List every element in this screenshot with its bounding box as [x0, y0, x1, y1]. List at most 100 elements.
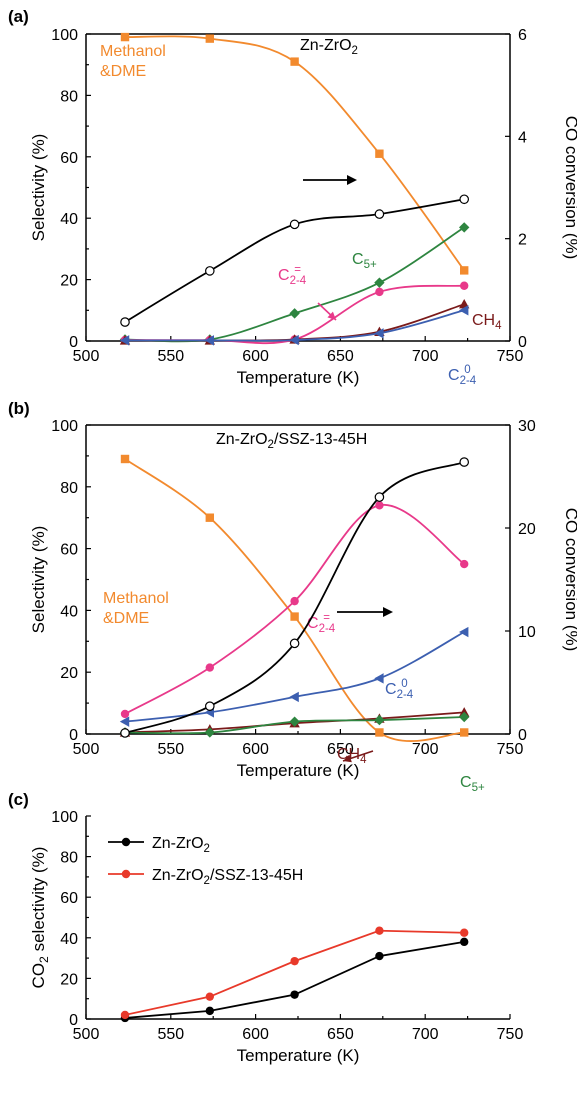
- y2-tick-label: 10: [518, 624, 536, 641]
- data-point: [460, 928, 469, 937]
- y-tick-label: 80: [60, 88, 78, 105]
- data-point: [375, 149, 384, 158]
- series-c24ene: [120, 501, 469, 719]
- series-label-part: 0: [464, 364, 470, 376]
- y-tick-label: 40: [60, 931, 78, 948]
- data-point: [289, 308, 300, 319]
- series-label: C2-40: [448, 364, 477, 386]
- x-tick-label: 500: [73, 1026, 100, 1043]
- x-tick-label: 700: [412, 741, 439, 758]
- series-line: [124, 35, 465, 271]
- data-point: [290, 990, 299, 999]
- series-label: C5+: [460, 774, 485, 794]
- data-point: [289, 219, 300, 230]
- data-point: [289, 638, 300, 649]
- data-point: [205, 513, 215, 522]
- x-tick-label: 600: [242, 741, 269, 758]
- data-point: [459, 194, 470, 205]
- data-point: [204, 335, 215, 346]
- data-point: [460, 728, 469, 737]
- legend-entry-part: Zn-ZrO: [152, 867, 204, 884]
- y2-tick-label: 0: [518, 727, 527, 744]
- data-point: [374, 277, 385, 288]
- data-point: [374, 209, 385, 219]
- y2-axis-label: CO conversion (%): [562, 508, 577, 652]
- data-point: [460, 559, 469, 569]
- y-tick-label: 40: [60, 211, 78, 228]
- series-label-part: 2-4: [460, 375, 477, 387]
- y-tick-label: 20: [60, 971, 78, 988]
- series-label: Methanol: [103, 590, 169, 607]
- series-line: [124, 461, 465, 734]
- series-line: [124, 198, 465, 323]
- data-point: [119, 335, 130, 346]
- series-label-part: =: [323, 612, 330, 624]
- series-label-part: 2-4: [319, 623, 336, 635]
- series-label: &DME: [103, 610, 149, 627]
- data-point: [120, 32, 130, 42]
- data-point: [289, 691, 299, 703]
- series-label-part: 4: [360, 754, 367, 766]
- y-tick-label: 100: [51, 809, 78, 826]
- x-tick-label: 550: [157, 348, 184, 365]
- series-label-part: 2-4: [290, 275, 307, 287]
- panel-label: (b): [8, 399, 30, 418]
- y-tick-label: 80: [60, 480, 78, 497]
- legend-entry-part: 2: [204, 875, 210, 887]
- y-axis-label-part: CO: [29, 963, 48, 989]
- series-label-part: 0: [401, 678, 407, 690]
- series-label: CH4: [472, 312, 502, 332]
- panel-label: (c): [8, 790, 29, 809]
- data-point: [205, 663, 215, 672]
- data-point: [374, 492, 385, 502]
- x-axis-label: Temperature (K): [237, 761, 360, 780]
- panel-title: Zn-ZrO2/SSZ-13-45H: [216, 431, 367, 451]
- y-axis-label: Selectivity (%): [29, 134, 48, 242]
- series-label: C2-4=: [307, 612, 336, 634]
- y-tick-label: 60: [60, 890, 78, 907]
- y-axis-label: Selectivity (%): [29, 526, 48, 634]
- series-label-part: =: [294, 264, 301, 276]
- series-label-part: C: [385, 681, 397, 698]
- x-tick-label: 700: [412, 348, 439, 365]
- series-c24ane: [119, 626, 469, 727]
- arrow-head: [347, 175, 357, 185]
- data-point: [290, 57, 299, 66]
- x-axis-label: Temperature (K): [237, 368, 360, 387]
- series-label-part: C: [307, 615, 319, 632]
- series-label-part: 4: [495, 320, 502, 332]
- legend-entry: Zn-ZrO2/SSZ-13-45H: [152, 867, 303, 887]
- y-axis-label-part: 2: [37, 956, 51, 963]
- data-point: [375, 287, 384, 297]
- panel-label: (a): [8, 7, 29, 26]
- data-point: [205, 992, 215, 1001]
- panel-title: Zn-ZrO2: [300, 37, 358, 57]
- y-tick-label: 0: [69, 1012, 78, 1029]
- y2-tick-label: 4: [518, 129, 527, 146]
- x-tick-label: 600: [242, 1026, 269, 1043]
- x-tick-label: 650: [327, 741, 354, 758]
- data-point: [374, 328, 384, 339]
- data-point: [290, 956, 299, 966]
- series-c24ane: [119, 305, 469, 346]
- data-point: [119, 716, 130, 727]
- y2-tick-label: 30: [518, 418, 536, 435]
- panel-title-part: Zn-ZrO: [216, 431, 268, 448]
- panel-title-part: 2: [268, 439, 274, 451]
- series-label-part: C: [448, 367, 460, 384]
- series-label: Methanol: [100, 43, 166, 60]
- y2-tick-label: 2: [518, 232, 527, 249]
- series-co_conv: [120, 457, 470, 738]
- data-point: [374, 714, 385, 726]
- y-tick-label: 0: [69, 334, 78, 351]
- legend-entry-part: 2: [204, 843, 210, 855]
- panel-title-part: /SSZ-13-45H: [274, 431, 367, 448]
- series-label-part: C: [278, 267, 290, 284]
- y-tick-label: 40: [60, 603, 78, 620]
- x-tick-label: 550: [157, 1026, 184, 1043]
- data-point: [120, 709, 130, 719]
- x-tick-label: 650: [327, 348, 354, 365]
- series-label-part: 5+: [364, 259, 377, 271]
